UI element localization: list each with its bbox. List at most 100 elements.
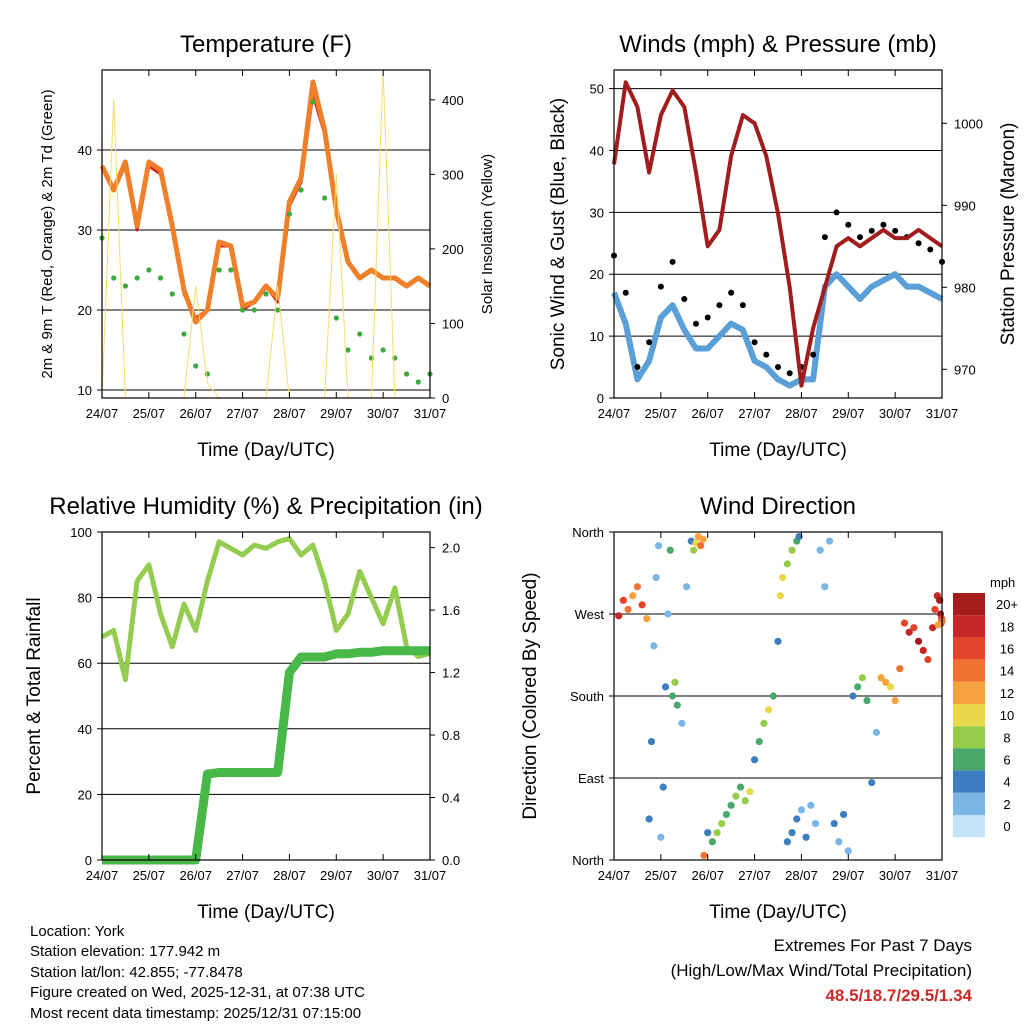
y2-tick-label: 990	[954, 198, 976, 213]
2m-td-point	[251, 307, 257, 313]
x-axis-label: Time (Day/UTC)	[197, 440, 335, 461]
direction-point	[802, 833, 810, 841]
y2-tick-label: 2.0	[442, 541, 460, 556]
y2-tick-label: 0.0	[442, 853, 460, 868]
y-tick-label: 0	[597, 391, 604, 406]
x-tick-label: 27/07	[226, 406, 259, 421]
y2-tick-label: 100	[442, 316, 464, 331]
solar-line	[101, 69, 430, 399]
legend-swatch	[953, 815, 985, 838]
2m-td-point	[193, 363, 199, 369]
direction-point	[690, 546, 698, 554]
y2-axis-label: Station Pressure (Maroon)	[998, 123, 1019, 346]
direction-point	[821, 583, 829, 591]
plot-frame	[613, 69, 943, 399]
gust-point	[810, 351, 817, 358]
legend-swatch	[953, 637, 985, 660]
direction-point	[931, 605, 939, 614]
direction-point	[678, 719, 686, 727]
2m-td-point	[134, 275, 140, 281]
legend-swatch	[953, 792, 985, 815]
plot-area	[100, 536, 431, 865]
direction-point	[788, 829, 796, 837]
direction-point	[666, 546, 674, 554]
legend-label: 18	[1000, 619, 1014, 634]
direction-point	[877, 674, 885, 682]
2m-td-point	[169, 291, 175, 297]
info-location: Location: York	[30, 923, 125, 940]
x-tick-label: 29/07	[832, 406, 865, 421]
direction-point	[732, 792, 740, 800]
y-tick-label: 40	[78, 722, 92, 737]
legend-label: 6	[1003, 753, 1010, 768]
panel-title: Winds (mph) & Pressure (mb)	[619, 31, 936, 58]
x-axis-label: Time (Day/UTC)	[197, 902, 335, 923]
2m-td-point	[263, 291, 269, 297]
direction-point	[793, 815, 801, 823]
2m-td-point	[357, 331, 363, 337]
y-axis-label: Direction (Colored By Speed)	[520, 572, 541, 819]
gust-point	[739, 302, 746, 309]
direction-point	[619, 596, 627, 604]
direction-point	[722, 810, 731, 819]
direction-point	[854, 683, 862, 691]
gust-point	[833, 209, 840, 216]
direction-point	[788, 546, 796, 554]
gust-point	[927, 246, 934, 253]
direction-point	[825, 537, 834, 545]
legend-label: 2	[1003, 797, 1010, 812]
2m-td-point	[286, 211, 293, 217]
2m-td-point	[403, 371, 410, 377]
2m-td-point	[111, 275, 117, 281]
x-tick-label: 25/07	[133, 868, 166, 883]
legend-label: 14	[1000, 664, 1014, 679]
direction-point	[811, 819, 820, 828]
legend-swatch	[953, 770, 985, 793]
2m-td-point	[181, 331, 187, 337]
y-tick-label: East	[578, 771, 604, 786]
y-tick-label: 20	[78, 303, 92, 318]
direction-point	[741, 797, 749, 805]
y-tick-label: 30	[590, 205, 604, 220]
2m-td-point	[415, 379, 421, 385]
direction-point	[891, 696, 899, 705]
x-tick-label: 28/07	[785, 868, 818, 883]
gust-point	[786, 370, 793, 377]
direction-point	[868, 778, 876, 787]
9m-t-line	[99, 79, 432, 325]
direction-point	[872, 728, 881, 737]
direction-point	[797, 806, 806, 814]
plot-area	[615, 532, 946, 860]
direction-point	[765, 706, 773, 714]
gust-point	[915, 240, 922, 247]
total-rainfall-line	[102, 646, 430, 865]
y-tick-label: West	[575, 607, 605, 622]
plot-area	[611, 80, 945, 389]
x-tick-label: 29/07	[320, 868, 353, 883]
direction-point	[727, 801, 735, 809]
x-tick-label: 31/07	[926, 868, 959, 883]
x-tick-label: 26/07	[691, 406, 724, 421]
direction-point	[934, 621, 942, 629]
info-created: Figure created on Wed, 2025-12-31, at 07…	[30, 984, 365, 1002]
direction-point	[840, 810, 848, 819]
gust-point	[763, 351, 770, 358]
2m-td-point	[239, 307, 246, 313]
x-axis-label: Time (Day/UTC)	[709, 902, 847, 923]
direction-point	[657, 833, 665, 841]
y-tick-label: North	[572, 525, 604, 540]
2m-td-point	[321, 195, 328, 201]
speed-legend: mph 20+ 18 16 14 12 10 8 6 4 2 0	[953, 575, 1018, 838]
y-tick-label: 30	[78, 223, 92, 238]
2m-td-point	[122, 283, 129, 289]
direction-point	[776, 592, 784, 600]
2m-td-point	[216, 267, 222, 273]
direction-point	[849, 692, 857, 700]
sonic-wind-line	[611, 271, 944, 389]
direction-point	[699, 535, 707, 543]
direction-point	[645, 815, 653, 823]
relative-humidity-line	[100, 536, 431, 683]
y-tick-label: 40	[590, 143, 604, 158]
y-tick-label: 0	[85, 853, 92, 868]
